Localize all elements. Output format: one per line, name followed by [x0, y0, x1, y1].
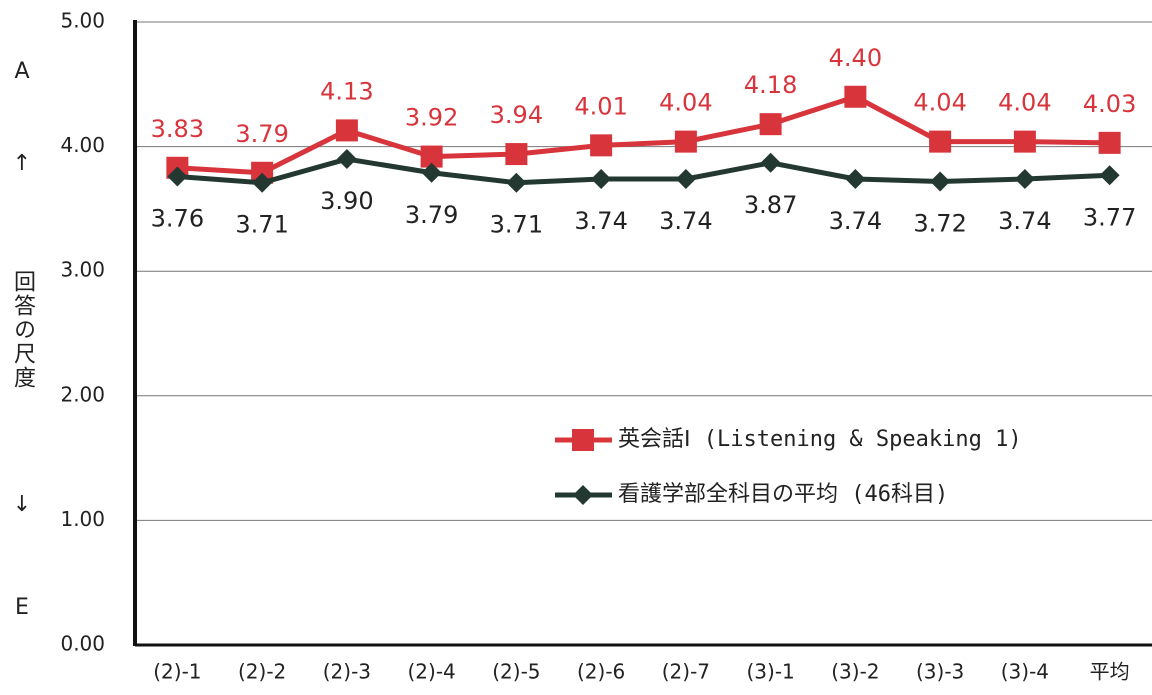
x-tick-label: (2)-5 — [492, 660, 540, 684]
marker — [421, 162, 442, 183]
data-label: 3.94 — [490, 101, 543, 129]
data-label: 3.92 — [405, 104, 458, 132]
marker — [930, 171, 951, 192]
marker — [252, 172, 273, 193]
data-label: 4.03 — [1083, 90, 1136, 118]
data-label: 4.18 — [744, 71, 797, 99]
marker — [591, 168, 612, 189]
data-label: 3.79 — [235, 120, 288, 148]
data-label: 3.87 — [744, 191, 797, 219]
marker — [420, 145, 443, 168]
marker — [675, 168, 696, 189]
legend-label: 英会話Ⅰ (Listening & Speaking 1) — [618, 427, 1022, 452]
data-label: 3.77 — [1083, 203, 1136, 231]
data-label: 3.74 — [659, 207, 712, 235]
y-tick-label: 5.00 — [60, 9, 105, 33]
data-label: 4.01 — [574, 92, 627, 120]
y-axis-label: ↑ — [13, 151, 31, 176]
y-tick-label: 3.00 — [60, 258, 105, 282]
legend-label: 看護学部全科目の平均 (46科目) — [618, 482, 948, 507]
data-label: 4.40 — [829, 44, 882, 72]
marker — [929, 130, 952, 153]
marker — [1013, 130, 1036, 153]
data-label: 3.83 — [151, 115, 204, 143]
x-tick-label: 平均 — [1090, 660, 1130, 684]
marker — [505, 143, 528, 166]
marker — [336, 149, 357, 170]
marker — [759, 113, 782, 136]
x-tick-label: (2)-1 — [153, 660, 201, 684]
marker — [1098, 131, 1121, 154]
data-label: 3.74 — [829, 207, 882, 235]
data-label: 4.04 — [913, 89, 966, 117]
marker — [845, 168, 866, 189]
y-tick-label: 0.00 — [60, 632, 105, 656]
marker — [1099, 165, 1120, 186]
data-label: 3.79 — [405, 201, 458, 229]
data-label: 3.74 — [998, 207, 1051, 235]
marker — [590, 134, 613, 157]
y-axis-label: E — [15, 595, 29, 620]
y-tick-label: 2.00 — [60, 382, 105, 406]
marker — [760, 152, 781, 173]
data-label: 3.71 — [235, 211, 288, 239]
marker — [506, 172, 527, 193]
series-line — [177, 94, 1110, 176]
data-label: 4.04 — [998, 89, 1051, 117]
marker — [167, 166, 188, 187]
data-label: 3.71 — [490, 211, 543, 239]
marker — [674, 130, 697, 153]
marker — [335, 119, 358, 142]
x-tick-label: (3)-3 — [916, 660, 964, 684]
x-tick-label: (2)-6 — [577, 660, 625, 684]
y-tick-label: 1.00 — [60, 507, 105, 531]
legend-marker — [572, 429, 594, 451]
data-label: 4.13 — [320, 77, 373, 105]
data-label: 3.76 — [151, 205, 204, 233]
series-line — [177, 156, 1110, 186]
x-tick-label: (3)-2 — [831, 660, 879, 684]
y-axis-label: ↓ — [13, 492, 31, 517]
x-tick-label: (2)-7 — [662, 660, 710, 684]
legend-marker — [573, 485, 593, 505]
data-label: 4.04 — [659, 89, 712, 117]
data-label: 3.74 — [574, 207, 627, 235]
x-tick-label: (3)-1 — [746, 660, 794, 684]
x-tick-label: (2)-2 — [238, 660, 286, 684]
marker — [844, 85, 867, 108]
x-tick-label: (2)-4 — [407, 660, 455, 684]
y-axis-label: A — [14, 59, 29, 84]
x-tick-label: (3)-4 — [1001, 660, 1049, 684]
y-tick-label: 4.00 — [60, 133, 105, 157]
y-axis-label: 回答の尺度 — [10, 270, 36, 390]
data-label: 3.90 — [320, 187, 373, 215]
x-tick-label: (2)-3 — [323, 660, 371, 684]
data-label: 3.72 — [913, 209, 966, 237]
marker — [1014, 168, 1035, 189]
